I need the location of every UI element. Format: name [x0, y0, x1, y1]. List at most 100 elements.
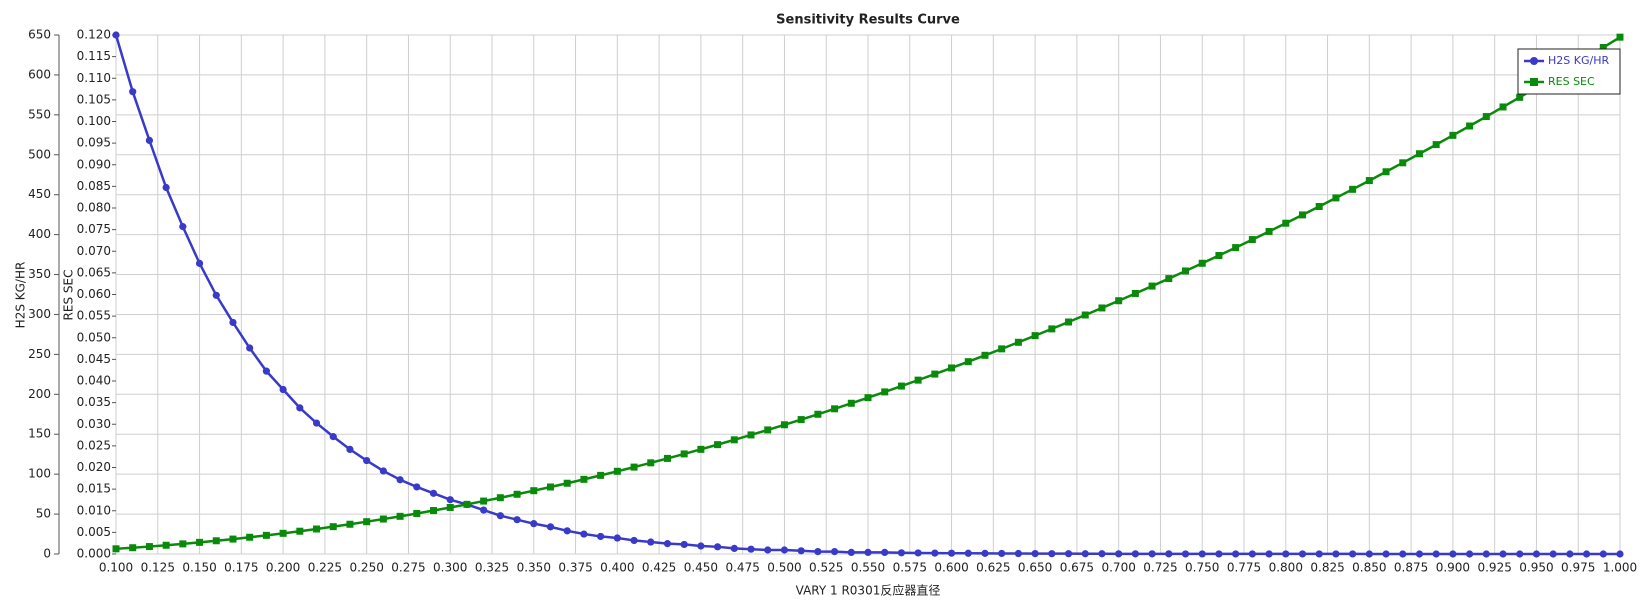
point [597, 532, 605, 541]
point [1482, 550, 1490, 558]
point [396, 512, 404, 520]
point [998, 549, 1006, 558]
point [363, 456, 371, 465]
point [1148, 550, 1156, 558]
point [1382, 168, 1390, 176]
point [1282, 219, 1290, 227]
x-tick-label: 0.200 [266, 561, 300, 575]
y-tick-label: 450 [28, 187, 51, 201]
y2-tick-label: 0.040 [77, 374, 111, 388]
x-tick-label: 0.275 [391, 561, 425, 575]
y2-tick-label: 0.030 [77, 417, 111, 431]
point [1248, 550, 1256, 558]
y-tick-label: 500 [28, 147, 51, 161]
point [580, 475, 588, 483]
y2-tick-label: 0.070 [77, 244, 111, 258]
point [797, 416, 805, 424]
point [1198, 259, 1206, 267]
point [446, 503, 454, 511]
point [914, 376, 922, 384]
point [630, 463, 638, 471]
point [730, 544, 738, 553]
x-tick-label: 0.850 [1352, 561, 1386, 575]
point [948, 364, 956, 372]
point [1432, 550, 1440, 558]
y2-tick-label: 0.050 [77, 330, 111, 344]
point [1115, 550, 1123, 558]
point [831, 405, 839, 413]
x-tick-label: 0.675 [1060, 561, 1094, 575]
point [1131, 289, 1139, 297]
y2-tick-label: 0.020 [77, 460, 111, 474]
point [379, 515, 387, 523]
x-tick-label: 0.450 [684, 561, 718, 575]
x-tick-label: 0.175 [224, 561, 258, 575]
point [864, 394, 872, 402]
point [1298, 550, 1307, 558]
point [931, 370, 939, 378]
point [1081, 311, 1089, 319]
point [1499, 103, 1507, 111]
y-tick-label: 300 [28, 307, 51, 321]
point [647, 538, 655, 546]
point [864, 548, 872, 557]
point [847, 548, 855, 557]
legend: H2S KG/HR RES SEC [1517, 48, 1621, 95]
point [1065, 318, 1073, 326]
point [1349, 550, 1357, 558]
legend-marker [1530, 57, 1538, 65]
point [1265, 550, 1273, 558]
point [1332, 550, 1340, 558]
y2-tick-label: 0.045 [77, 352, 111, 366]
point [1349, 185, 1357, 193]
point [1415, 150, 1423, 158]
point [279, 385, 287, 394]
point [663, 540, 672, 548]
point [964, 358, 972, 366]
point [764, 426, 772, 434]
point [196, 538, 204, 546]
point [563, 527, 571, 535]
x-tick-label: 0.300 [433, 561, 467, 575]
point [1232, 550, 1240, 558]
point [530, 520, 538, 528]
point [312, 419, 321, 427]
point [1315, 550, 1323, 558]
point [546, 523, 555, 531]
point [897, 549, 906, 557]
point [1014, 549, 1023, 558]
point [914, 549, 922, 557]
x-tick-label: 0.825 [1310, 561, 1344, 575]
point [764, 546, 772, 554]
point [730, 436, 738, 444]
point [195, 259, 204, 267]
x-tick-label: 0.250 [349, 561, 383, 575]
point [1532, 550, 1541, 558]
point [697, 445, 705, 453]
point [1298, 211, 1306, 219]
point [129, 88, 137, 96]
point [1332, 194, 1340, 202]
y2-axis-label: RES SEC [62, 270, 76, 321]
y2-tick-label: 0.105 [77, 92, 111, 106]
point [747, 545, 755, 553]
point [1549, 550, 1557, 558]
x-tick-label: 0.600 [934, 561, 968, 575]
point [1566, 550, 1574, 558]
point [1064, 550, 1073, 558]
y-tick-label: 200 [28, 387, 51, 401]
point [1081, 550, 1089, 558]
legend-box [1517, 48, 1621, 95]
y2-tick-label: 0.100 [77, 114, 111, 128]
point [1265, 227, 1273, 235]
x-tick-label: 0.975 [1561, 561, 1595, 575]
point [1516, 93, 1524, 101]
point [1432, 141, 1440, 149]
y2-tick-label: 0.005 [77, 525, 111, 539]
x-tick-label: 0.725 [1143, 561, 1177, 575]
y2-tick-label: 0.000 [77, 547, 111, 561]
x-axis-label: VARY 1 R0301反应器直径 [796, 583, 941, 598]
x-tick-label: 0.925 [1477, 561, 1511, 575]
y2-tick-label: 0.090 [77, 157, 111, 171]
